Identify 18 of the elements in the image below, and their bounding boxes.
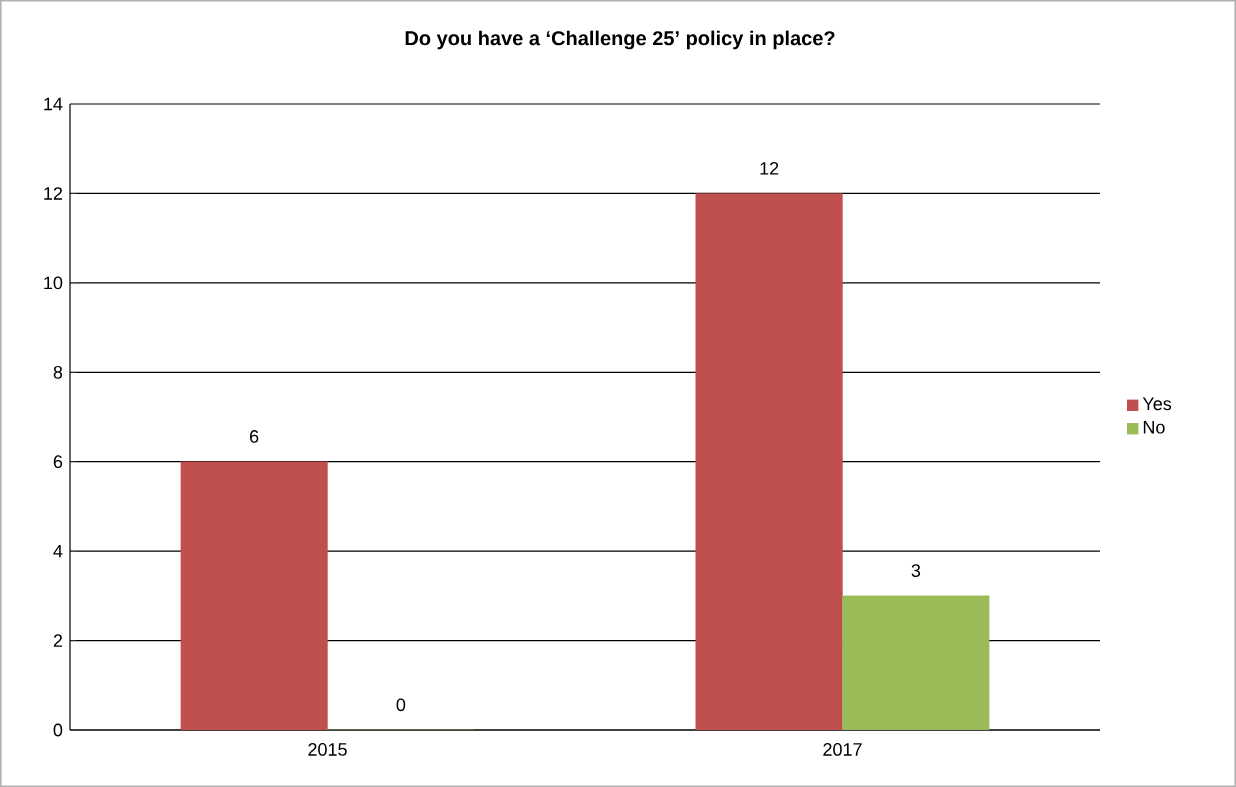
y-tick-label: 6 — [53, 455, 63, 469]
x-tick-label: 2017 — [823, 743, 862, 756]
legend-label: Yes — [1142, 397, 1172, 411]
y-tick-label: 12 — [44, 187, 63, 200]
y-tick-label: 14 — [44, 97, 63, 111]
y-tick-label: 2 — [53, 634, 63, 647]
y-tick-label: 0 — [53, 723, 63, 737]
data-label: 12 — [760, 161, 779, 175]
y-tick-label: 10 — [44, 276, 63, 290]
bar — [842, 595, 990, 730]
data-label: 3 — [911, 564, 921, 577]
data-label: 0 — [396, 698, 406, 712]
chart-title: Do you have a ‘Challenge 25’ policy in place? — [405, 30, 835, 50]
data-label: 6 — [250, 430, 259, 443]
y-tick-label: 8 — [53, 365, 63, 379]
legend-label: No — [1143, 420, 1165, 434]
x-tick-label: 2015 — [308, 743, 347, 756]
y-tick-label: 4 — [53, 544, 63, 558]
